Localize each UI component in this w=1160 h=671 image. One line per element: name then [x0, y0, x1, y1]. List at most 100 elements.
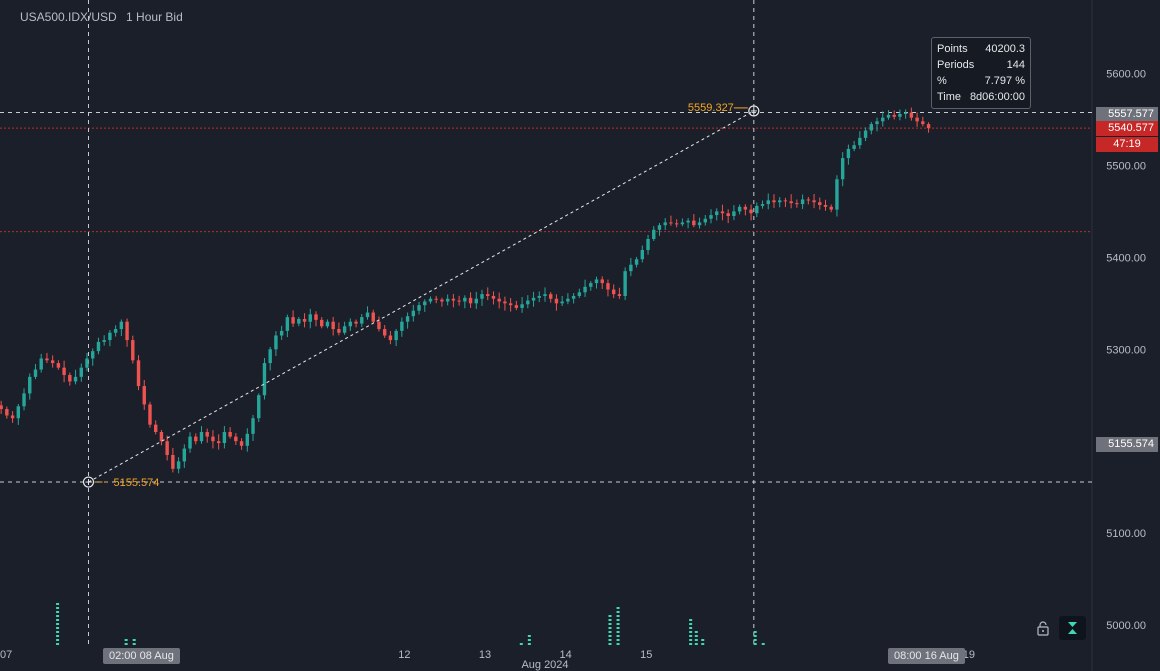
- lock-icon[interactable]: [1036, 620, 1050, 636]
- measure-line: [88, 110, 755, 483]
- measure-end-time-tag: 08:00 16 Aug: [888, 648, 965, 664]
- candle: [428, 296, 433, 304]
- candle: [858, 131, 862, 149]
- candle: [657, 223, 662, 236]
- candle: [720, 204, 725, 221]
- candle: [16, 404, 21, 425]
- candle: [852, 140, 856, 152]
- candle: [239, 438, 244, 450]
- x-tick-label: 12: [398, 649, 410, 661]
- candle: [33, 364, 38, 380]
- candle: [394, 329, 398, 347]
- candle: [445, 294, 450, 306]
- candle: [377, 316, 381, 332]
- volume-bar: [753, 631, 757, 645]
- candle: [543, 287, 547, 302]
- candle: [91, 348, 95, 366]
- candle: [892, 110, 896, 120]
- candle: [125, 318, 129, 347]
- candle: [486, 287, 490, 301]
- y-tick-label: 5500.00: [1106, 160, 1146, 172]
- candle: [818, 197, 822, 210]
- candle: [514, 300, 519, 311]
- periods-value: 144: [1006, 59, 1025, 71]
- candle: [743, 204, 748, 216]
- candle: [297, 316, 301, 327]
- candle: [440, 297, 444, 307]
- candle: [652, 226, 656, 241]
- candle: [869, 121, 874, 135]
- measure-start-anchor[interactable]: [82, 476, 95, 488]
- candle: [113, 325, 118, 337]
- symbol-label: USA500.IDX/USD: [20, 10, 117, 24]
- candle: [320, 317, 324, 329]
- candle: [10, 411, 15, 423]
- candle: [554, 294, 559, 311]
- candle: [325, 319, 330, 329]
- candle: [623, 267, 627, 301]
- candle: [251, 414, 255, 441]
- points-label: Points: [937, 43, 968, 55]
- candle: [709, 209, 713, 224]
- candle: [457, 295, 461, 306]
- y-tick-label: 5100.00: [1106, 528, 1146, 540]
- candle: [342, 321, 347, 335]
- candle: [468, 292, 473, 308]
- auto-fit-icon: [1068, 622, 1077, 634]
- candle: [153, 420, 158, 435]
- percent-label: %: [937, 75, 947, 87]
- candle: [508, 297, 513, 312]
- candle: [262, 358, 267, 400]
- measure-end-anchor[interactable]: [748, 105, 760, 117]
- candle: [783, 197, 788, 208]
- candle: [600, 276, 604, 290]
- candle: [772, 194, 776, 208]
- candle: [279, 325, 284, 340]
- candle: [646, 234, 650, 255]
- candle: [73, 369, 78, 385]
- candle: [611, 284, 616, 299]
- candle: [257, 393, 261, 423]
- candle: [348, 318, 353, 331]
- candle: [331, 316, 335, 336]
- candle: [606, 279, 610, 297]
- candle: [549, 292, 553, 303]
- measure-start-price-tag: 5155.574: [1096, 437, 1158, 452]
- candle: [531, 291, 536, 307]
- points-value: 40200.3: [985, 43, 1025, 55]
- candle: [926, 122, 931, 133]
- candle: [405, 312, 410, 329]
- volume-bar: [56, 603, 60, 645]
- candle: [188, 432, 192, 453]
- candle: [360, 314, 364, 328]
- candle: [354, 319, 358, 328]
- volume-bar: [616, 607, 620, 645]
- volume-bar: [527, 635, 531, 645]
- candle: [881, 111, 885, 127]
- candle: [560, 296, 564, 307]
- candle: [629, 257, 633, 277]
- y-tick-label: 5400.00: [1106, 252, 1146, 264]
- auto-fit-button[interactable]: [1059, 616, 1086, 640]
- candle: [337, 322, 341, 336]
- time-value: 8d06:00:00: [969, 91, 1025, 103]
- volume-bar: [701, 639, 705, 645]
- candle: [68, 372, 72, 386]
- candle: [211, 430, 215, 449]
- candle: [617, 287, 622, 299]
- candle: [131, 335, 135, 364]
- x-tick-label: 07: [0, 649, 12, 661]
- candle: [812, 193, 816, 209]
- chart-title: USA500.IDX/USD 1 Hour Bid: [20, 10, 189, 24]
- candle: [634, 256, 639, 268]
- candle: [5, 406, 9, 419]
- candle: [480, 289, 484, 306]
- candle: [291, 310, 295, 327]
- candle: [835, 175, 839, 217]
- candle: [39, 353, 43, 373]
- volume-bar: [124, 639, 128, 645]
- candle: [674, 219, 679, 228]
- candle: [800, 194, 805, 210]
- candle: [463, 295, 467, 309]
